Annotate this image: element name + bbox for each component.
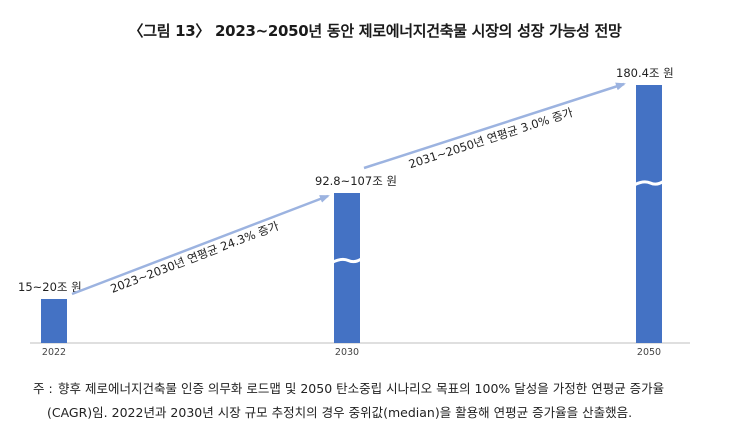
bar-2050 xyxy=(636,85,662,343)
note-prefix: 주 : xyxy=(33,381,53,396)
axis-break-2050 xyxy=(633,179,665,187)
note-line-2: (CAGR)임. 2022년과 2030년 시장 규모 추정치의 경우 중위값(… xyxy=(47,405,633,420)
bar-2022 xyxy=(41,299,67,343)
value-label-2030: 92.8~107조 원 xyxy=(315,174,397,188)
chart-title: 〈그림 13〉 2023~2050년 동안 제로에너지건축물 시장의 성장 가능… xyxy=(128,22,622,40)
growth-annotation-1: 2023~2030년 연평균 24.3% 증가 xyxy=(108,219,281,296)
value-label-2022: 15~20조 원 xyxy=(18,280,82,294)
growth-arrow-2 xyxy=(363,82,626,170)
x-tick-label-2022: 2022 xyxy=(42,347,66,358)
bar-2030 xyxy=(334,193,360,343)
value-label-2050: 180.4조 원 xyxy=(616,66,674,80)
axis-break-2030 xyxy=(331,257,363,264)
note-line-1: 향후 제로에너지건축물 인증 의무화 로드맵 및 2050 탄소중립 시나리오 … xyxy=(58,381,665,396)
x-tick-label-2050: 2050 xyxy=(637,347,661,358)
growth-annotation-2: 2031~2050년 연평균 3.0% 증가 xyxy=(407,105,575,171)
growth-arrow-1 xyxy=(71,194,330,296)
x-tick-label-2030: 2030 xyxy=(335,347,359,358)
